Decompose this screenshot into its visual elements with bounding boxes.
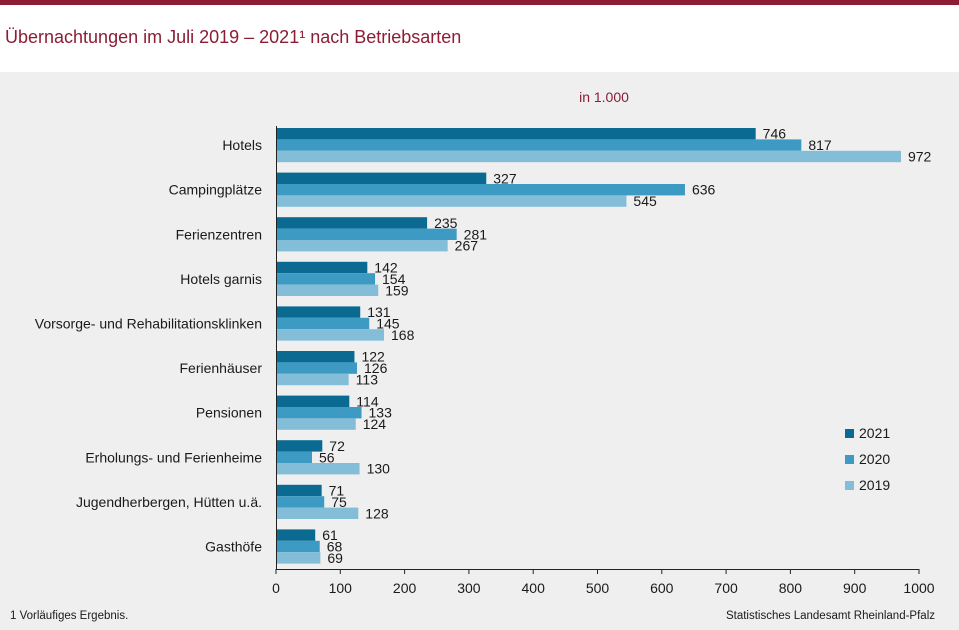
data-label-2019: 130 [367,461,391,477]
data-label-2019: 159 [385,282,409,298]
data-label-2020: 75 [331,494,347,510]
legend-swatch-2019 [845,481,854,490]
header: Übernachtungen im Juli 2019 – 2021¹ nach… [0,5,959,72]
bar-2020 [276,317,370,330]
data-label-2019: 113 [356,372,379,388]
bar-2021 [276,351,355,363]
bar-2019 [276,240,448,252]
data-label-2021: 71 [329,483,345,499]
bar-2020 [276,407,362,419]
bar-2021 [276,217,428,229]
data-label-2019: 69 [327,550,343,566]
bar-2020 [276,540,320,553]
x-tick-label: 0 [272,580,280,596]
data-label-2019: 168 [391,327,415,343]
bar-2020 [276,362,358,374]
legend-swatch-2020 [845,455,854,464]
x-tick-label: 300 [457,580,481,596]
legend-label-2021: 2021 [859,425,890,441]
data-label-2021: 122 [361,349,385,365]
data-label-2021: 235 [434,215,458,231]
legend-label-2020: 2020 [859,451,890,467]
bar-2019 [276,507,359,519]
category-label: Pensionen [196,405,262,421]
top-accent-bar [0,0,959,5]
data-label-2020: 133 [369,405,393,421]
data-label-2019: 128 [365,505,389,521]
bar-2019 [276,552,321,564]
bar-chart: in 1.000 7468179723276365452352812671421… [35,89,935,596]
category-label: Gasthöfe [205,539,262,555]
data-label-2020: 281 [464,226,488,242]
bar-2021 [276,529,316,541]
unit-label: in 1.000 [579,89,629,105]
data-label-2021: 131 [367,304,391,320]
data-label-2021: 61 [322,527,338,543]
category-label: Hotels [222,137,262,153]
bar-2021 [276,484,322,497]
x-tick-label: 200 [393,580,417,596]
bar-2021 [276,261,368,274]
bars-group: 7468179723276365452352812671421541591311… [276,126,932,566]
data-label-2020: 145 [376,316,400,332]
x-tick-label: 700 [714,580,738,596]
bar-2019 [276,150,901,163]
category-labels: Hotels Campingplätze Ferienzentren Hotels g… [35,137,263,554]
bar-2020 [276,228,457,240]
data-label-2020: 636 [692,182,716,198]
bar-2020 [276,451,313,463]
category-label: Vorsorge- und Rehabilitationsklinken [35,316,262,332]
data-label-2019: 124 [363,416,387,432]
x-tick-label: 1000 [903,580,934,596]
data-label-2021: 114 [356,393,379,409]
bar-2021 [276,306,361,318]
bar-2020 [276,273,376,285]
data-label-2020: 817 [808,137,832,153]
category-label: Campingplätze [169,182,263,198]
data-label-2020: 56 [319,449,335,465]
x-tick-label: 800 [779,580,803,596]
bar-2020 [276,139,802,151]
legend-label-2019: 2019 [859,477,890,493]
data-label-2019: 545 [633,193,657,209]
category-label: Erholungs- und Ferienheime [85,449,262,465]
chart-title: Übernachtungen im Juli 2019 – 2021¹ nach… [5,27,462,47]
x-axis: 0 100 200 300 400 500 600 700 800 900 1000 [272,126,935,596]
bar-2019 [276,463,360,475]
bar-2021 [276,128,756,140]
data-label-2019: 972 [908,149,932,165]
bar-2019 [276,195,627,207]
x-tick-label: 100 [329,580,353,596]
category-label: Jugendherbergen, Hütten u.ä. [76,494,262,510]
x-tick-label: 900 [843,580,867,596]
data-label-2020: 154 [382,271,406,287]
bar-2020 [276,184,685,196]
data-label-2020: 126 [364,360,388,376]
data-label-2021: 72 [329,438,345,454]
data-label-2021: 142 [374,260,398,276]
legend-swatch-2021 [845,429,854,438]
bar-2020 [276,496,325,508]
bar-2019 [276,284,379,296]
category-label: Hotels garnis [180,271,262,287]
bar-2021 [276,172,487,184]
x-tick-label: 400 [522,580,546,596]
bar-2021 [276,395,350,407]
data-label-2021: 327 [493,170,517,186]
data-label-2019: 267 [455,238,479,254]
bar-2021 [276,440,323,452]
category-label: Ferienzentren [176,226,262,242]
data-label-2020: 68 [327,539,343,555]
category-label: Ferienhäuser [180,360,263,376]
x-tick-label: 600 [650,580,674,596]
bar-2019 [276,418,356,430]
x-tick-label: 500 [586,580,610,596]
source-note: Statistisches Landesamt Rheinland-Pfalz [725,610,935,622]
footnote: 1 Vorläufiges Ergebnis. [10,610,129,622]
bar-2019 [276,329,385,341]
legend: 2021 2020 2019 [845,425,890,493]
bar-2019 [276,373,349,386]
data-label-2021: 746 [763,126,787,142]
